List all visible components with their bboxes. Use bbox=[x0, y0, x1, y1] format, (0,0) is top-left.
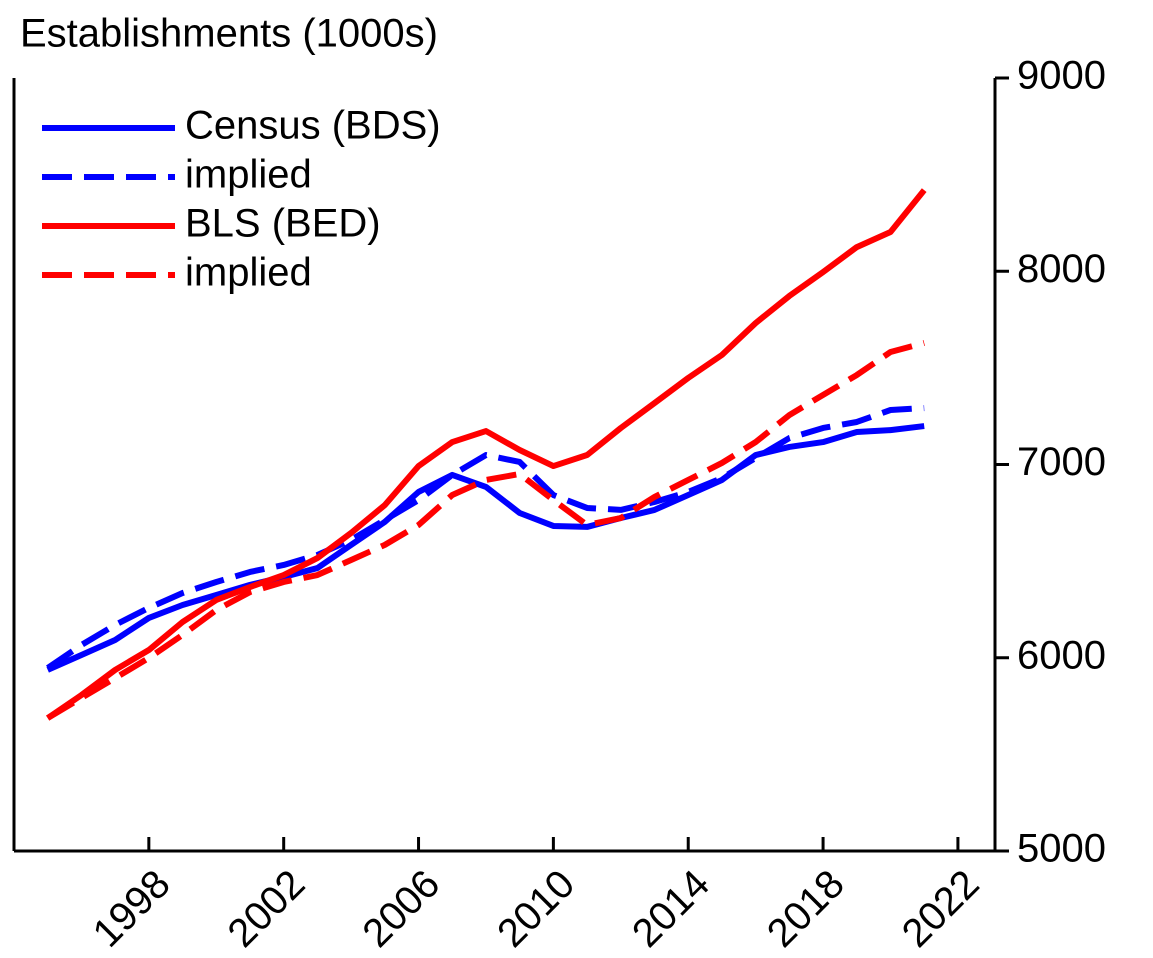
x-tick-label: 2006 bbox=[354, 862, 448, 956]
legend-label: BLS (BED) bbox=[185, 202, 381, 246]
x-tick-label: 2014 bbox=[624, 862, 718, 956]
x-tick-label: 2018 bbox=[759, 862, 853, 956]
x-tick-label: 1998 bbox=[85, 862, 179, 956]
y-tick-label: 5000 bbox=[1017, 827, 1106, 871]
y-tick-label: 6000 bbox=[1017, 633, 1106, 677]
y-tick-label: 7000 bbox=[1017, 440, 1106, 484]
series-line bbox=[46, 188, 927, 721]
x-tick-label: 2010 bbox=[489, 862, 583, 956]
x-tick-label: 2022 bbox=[894, 862, 988, 956]
series-line bbox=[46, 423, 925, 673]
y-tick-label: 9000 bbox=[1017, 54, 1106, 98]
legend-label: Census (BDS) bbox=[185, 104, 441, 148]
chart-title: Establishments (1000s) bbox=[20, 12, 438, 56]
y-tick-label: 8000 bbox=[1017, 247, 1106, 291]
legend-label: implied bbox=[185, 153, 312, 197]
series-line bbox=[46, 340, 925, 721]
legend-label: implied bbox=[185, 251, 312, 295]
series-line bbox=[46, 405, 925, 671]
x-tick-label: 2002 bbox=[219, 862, 313, 956]
